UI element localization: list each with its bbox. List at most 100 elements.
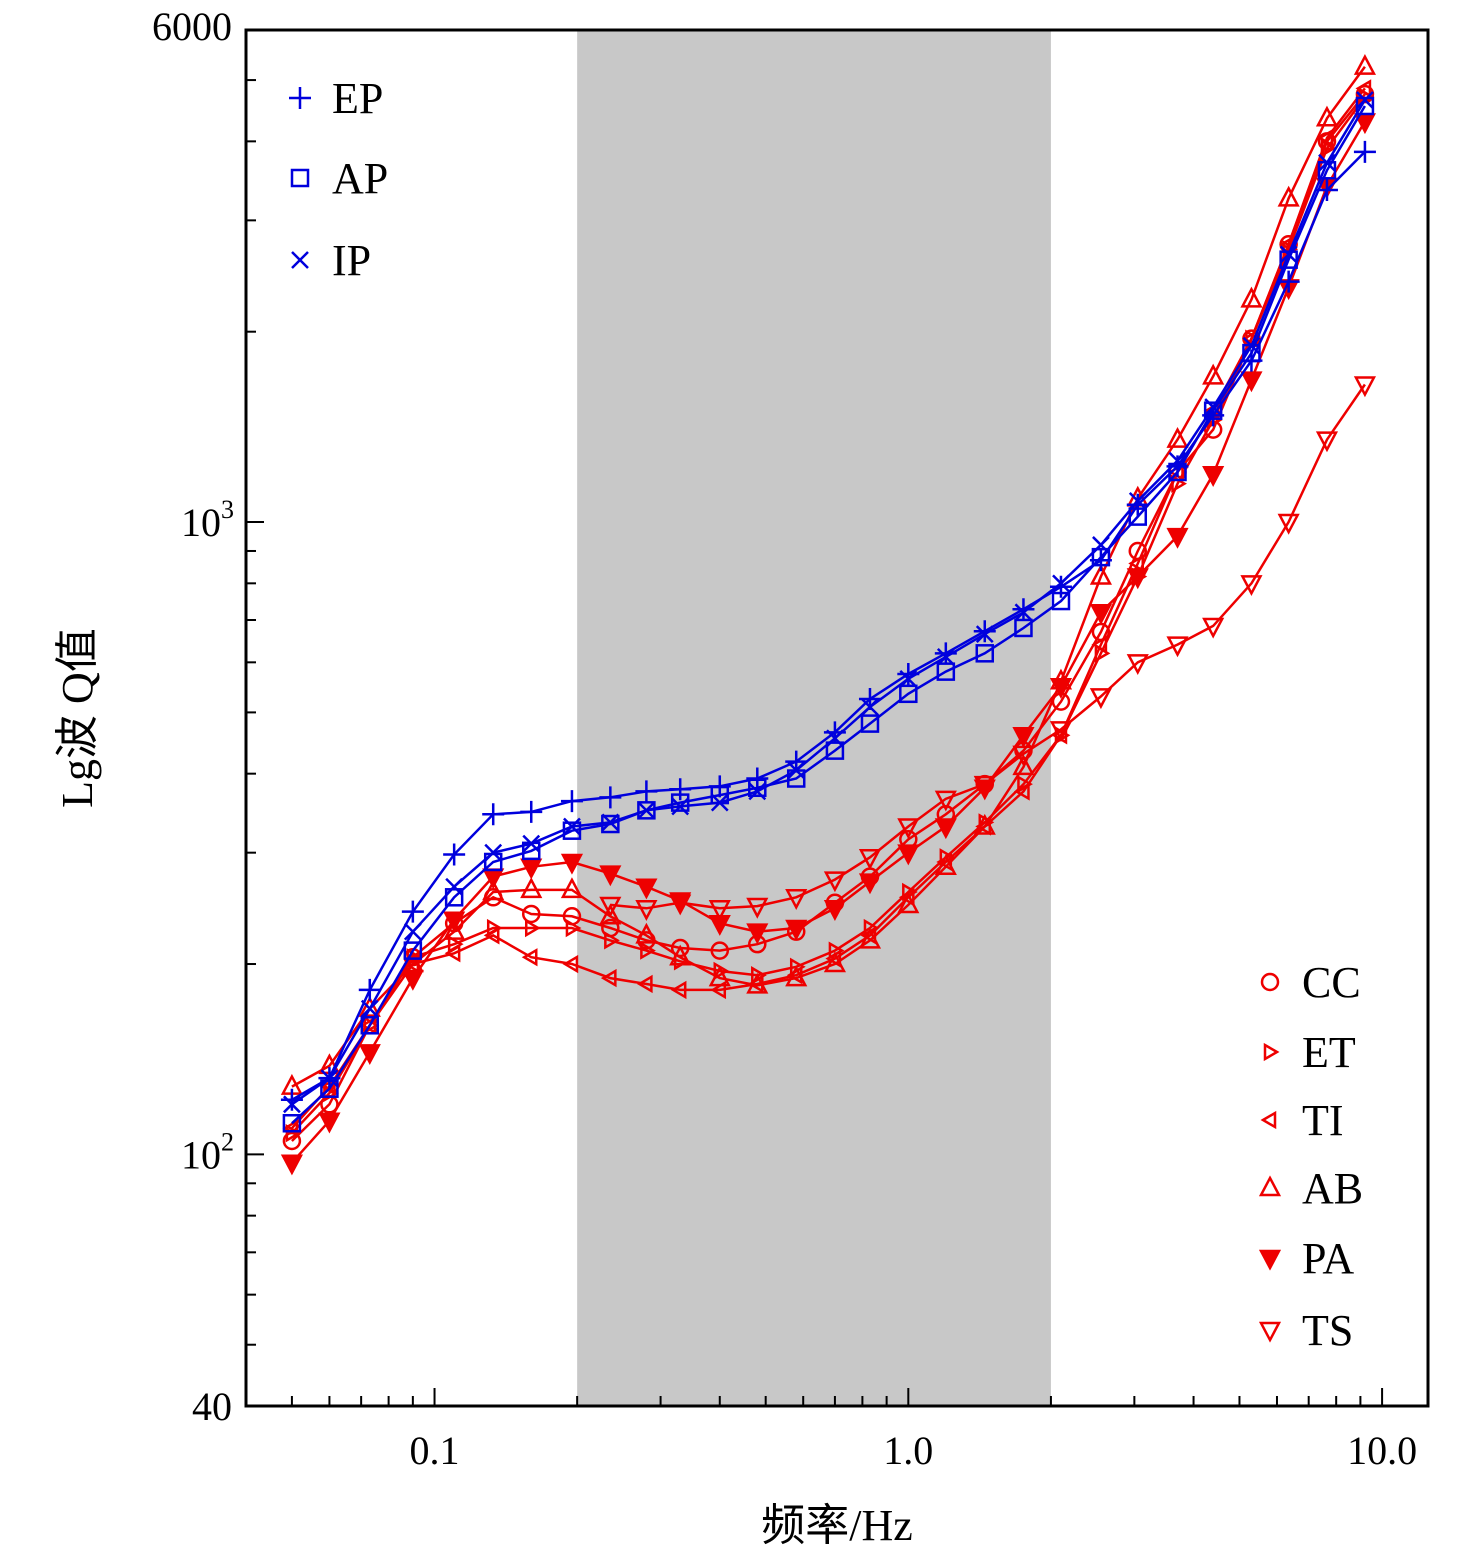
data-point-cc	[1317, 132, 1337, 151]
data-point-ts	[785, 889, 808, 910]
data-point-pa	[897, 844, 920, 866]
data-point-ep	[785, 750, 808, 773]
data-point-cc	[748, 934, 767, 954]
data-point-ap	[282, 1114, 302, 1133]
data-point-et	[863, 918, 880, 938]
data-point-ab	[358, 995, 381, 1017]
y-tick-label: 102	[181, 1127, 234, 1177]
y-axis-title: Lg波 Q值	[53, 628, 102, 808]
data-point-pa	[934, 818, 957, 840]
data-point-ep	[1166, 455, 1189, 478]
data-point-ep	[1353, 140, 1376, 163]
series-ep	[280, 140, 1376, 1111]
data-point-ep	[401, 900, 424, 923]
data-point-ep	[443, 843, 466, 866]
data-point-ts	[1277, 513, 1300, 535]
data-point-cc	[637, 931, 656, 950]
data-point-cc	[282, 1131, 302, 1151]
data-point-ab	[520, 877, 543, 899]
data-point-cc	[899, 830, 918, 849]
data-point-ts	[1166, 636, 1189, 658]
data-point-ab	[1012, 754, 1035, 776]
data-point-cc	[1014, 741, 1033, 760]
data-point-pa	[560, 853, 584, 875]
data-point-ts	[1315, 431, 1339, 453]
legend-label-ti: TI	[1302, 1096, 1344, 1145]
legend-marker-ti	[1260, 1110, 1277, 1130]
data-point-ep	[560, 790, 583, 813]
data-point-ab	[1202, 363, 1225, 385]
data-point-pa	[1240, 371, 1263, 393]
data-point-ep	[1012, 598, 1035, 621]
data-point-pa	[1089, 604, 1112, 625]
data-point-pa	[669, 892, 692, 914]
data-point-et	[1094, 644, 1111, 663]
x-axis-title: 频率/Hz	[761, 1501, 913, 1550]
data-point-ap	[521, 841, 541, 861]
data-point-ep	[1277, 270, 1300, 293]
series-line-cc	[291, 93, 1366, 1142]
series-layer	[280, 53, 1377, 1176]
x-tick-label: 0.1	[410, 1428, 460, 1473]
data-point-pa	[635, 878, 658, 900]
data-point-ep	[520, 800, 543, 823]
data-point-ap	[899, 684, 918, 704]
data-point-ts	[599, 896, 622, 918]
legend-marker-ab	[1258, 1175, 1282, 1197]
data-point-ts	[746, 897, 769, 919]
data-point-cc	[936, 805, 956, 824]
data-point-ts	[897, 818, 920, 840]
y-tick-exponent: 2	[221, 1127, 234, 1156]
legend-label-ts: TS	[1302, 1306, 1353, 1355]
legend-marker-pa	[1258, 1249, 1282, 1271]
data-point-pa	[1166, 527, 1189, 549]
data-point-ap	[1355, 96, 1375, 116]
data-point-ep	[1315, 179, 1338, 202]
data-point-ep	[708, 775, 731, 798]
shaded-frequency-band	[577, 30, 1051, 1406]
series-line-et	[290, 96, 1366, 1135]
data-point-et	[447, 934, 464, 954]
data-point-ep	[934, 642, 957, 665]
data-point-ep	[635, 780, 658, 803]
data-point-cc	[1091, 622, 1111, 642]
data-point-cc	[710, 941, 730, 960]
y-tick-exponent: 3	[221, 495, 234, 524]
data-point-et	[789, 957, 806, 976]
data-point-cc	[483, 888, 503, 907]
data-point-pa	[1202, 466, 1225, 487]
data-point-ts	[635, 900, 658, 921]
legend-label-cc: CC	[1302, 958, 1361, 1007]
data-point-ab	[599, 903, 622, 925]
legend-marker-ep	[289, 87, 311, 109]
data-point-et	[524, 918, 541, 938]
data-point-ab	[560, 877, 584, 899]
data-point-ep	[746, 767, 769, 790]
data-point-et	[1017, 774, 1033, 794]
data-point-ip	[484, 843, 503, 862]
legend-marker-ip	[291, 251, 309, 269]
data-point-cc	[670, 938, 690, 958]
data-point-et	[1054, 726, 1071, 745]
data-point-cc	[975, 774, 995, 794]
data-point-pa	[746, 923, 769, 945]
data-point-ep	[897, 663, 920, 686]
data-point-ep	[1240, 349, 1263, 372]
data-point-ts	[1126, 654, 1149, 675]
data-point-ts	[1240, 575, 1263, 596]
legend-label-ep: EP	[332, 74, 383, 123]
data-point-pa	[599, 865, 622, 887]
data-point-ts	[708, 900, 731, 921]
data-point-ap	[1317, 161, 1337, 180]
data-point-et	[713, 961, 730, 981]
data-point-ts	[1353, 376, 1377, 398]
data-point-cc	[1051, 692, 1071, 711]
data-point-ep	[1089, 549, 1112, 572]
data-point-ep	[1126, 493, 1149, 516]
legend-marker-ap	[290, 168, 310, 188]
data-point-ti	[670, 980, 687, 1000]
series-line-ap	[291, 105, 1366, 1125]
legend-marker-et	[1263, 1042, 1280, 1062]
legend-marker-cc	[1260, 972, 1280, 992]
data-point-pa	[358, 1044, 381, 1066]
